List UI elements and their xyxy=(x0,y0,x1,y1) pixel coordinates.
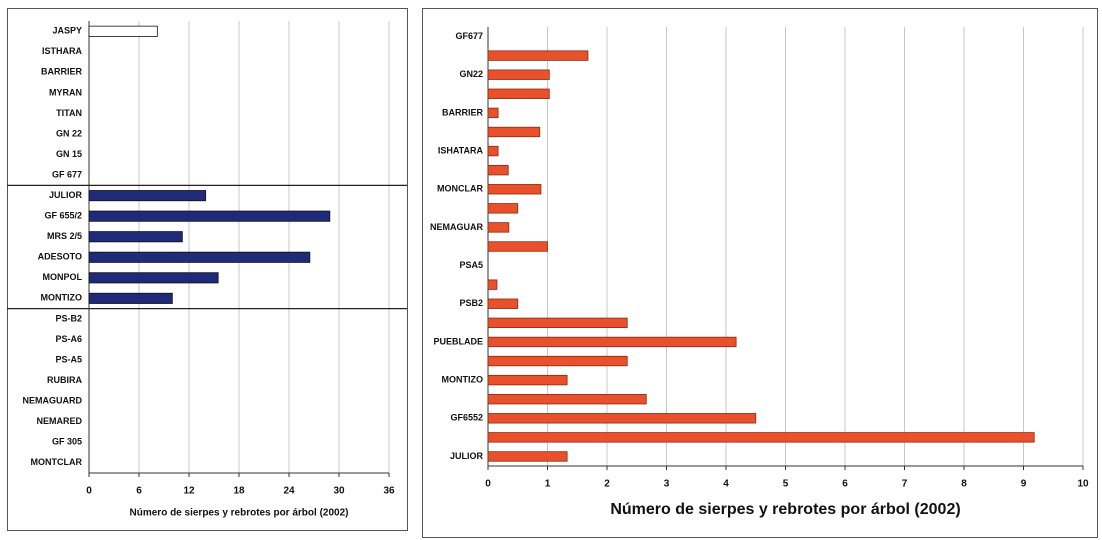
y-tick-label: MRS 2/5 xyxy=(47,231,82,241)
x-tick-label: 2 xyxy=(604,479,610,490)
x-tick-label: 3 xyxy=(664,479,670,490)
y-tick-label: PUEBLADE xyxy=(433,336,483,346)
y-tick-label: JULIOR xyxy=(49,190,83,200)
x-axis-title: Número de sierpes y rebrotes por árbol (… xyxy=(610,501,960,518)
y-tick-label: GF 305 xyxy=(52,437,82,447)
bar xyxy=(487,451,568,462)
right-panel xyxy=(422,8,1098,538)
y-tick-label: MONPOL xyxy=(43,272,83,282)
y-tick-label: TITAN xyxy=(56,108,82,118)
y-tick-label: BARRIER xyxy=(442,107,484,117)
x-tick-label: 4 xyxy=(723,479,729,490)
x-tick-label: 0 xyxy=(86,486,92,497)
y-tick-label: NEMAGUARD xyxy=(23,395,83,405)
x-tick-label: 9 xyxy=(1021,479,1027,490)
y-tick-label: GF 677 xyxy=(52,169,82,179)
bar xyxy=(487,298,519,309)
y-tick-label: JASPY xyxy=(52,26,82,36)
y-tick-label: PSA5 xyxy=(459,260,483,270)
y-tick-label: ISHATARA xyxy=(438,145,484,155)
x-tick-label: 8 xyxy=(961,479,967,490)
y-tick-label: GF6552 xyxy=(450,413,483,423)
y-tick-label: GF677 xyxy=(455,31,483,41)
bar xyxy=(487,184,542,195)
bar xyxy=(487,164,509,176)
y-tick-label: JULIOR xyxy=(450,451,484,461)
bar xyxy=(487,222,510,233)
y-tick-label: MONCLAR xyxy=(437,184,483,194)
y-tick-label: PSB2 xyxy=(459,298,483,308)
x-tick-label: 36 xyxy=(383,486,395,497)
y-tick-label: PS-A5 xyxy=(55,354,82,364)
bar xyxy=(487,241,548,252)
bar xyxy=(487,203,519,214)
bar xyxy=(487,413,757,424)
bar xyxy=(487,336,737,348)
y-tick-label: NEMARED xyxy=(36,416,82,426)
bar xyxy=(487,394,647,405)
bar xyxy=(487,432,1035,443)
x-tick-label: 5 xyxy=(783,479,789,490)
left-panel xyxy=(7,8,408,531)
bar xyxy=(88,190,207,202)
bar xyxy=(487,355,628,367)
bar xyxy=(88,210,331,222)
bar xyxy=(487,126,541,138)
x-axis-title: Número de sierpes y rebrotes por árbol (… xyxy=(130,508,349,519)
x-tick-label: 10 xyxy=(1077,479,1089,490)
bar xyxy=(88,272,219,284)
y-tick-label: BARRIER xyxy=(41,67,83,77)
y-tick-label: MONTIZO xyxy=(41,293,83,303)
y-tick-label: ISTHARA xyxy=(42,46,82,56)
x-tick-label: 7 xyxy=(902,479,908,490)
bar xyxy=(487,145,499,157)
x-tick-label: 18 xyxy=(233,486,245,497)
bar xyxy=(487,107,499,119)
y-tick-label: GN 15 xyxy=(56,149,82,159)
bar xyxy=(88,231,183,243)
x-tick-label: 6 xyxy=(842,479,848,490)
y-tick-label: NEMAGUAR xyxy=(430,222,483,232)
x-tick-label: 24 xyxy=(283,486,295,497)
bar xyxy=(487,317,628,329)
x-tick-label: 1 xyxy=(545,479,551,490)
x-tick-label: 12 xyxy=(183,486,195,497)
y-tick-label: PS-A6 xyxy=(55,334,82,344)
y-tick-label: GN 22 xyxy=(56,128,82,138)
bar xyxy=(487,374,568,386)
bar xyxy=(88,25,158,37)
x-tick-label: 0 xyxy=(485,479,491,490)
y-tick-label: GF 655/2 xyxy=(44,211,82,221)
y-tick-label: RUBIRA xyxy=(47,375,82,385)
y-tick-label: GN22 xyxy=(459,69,483,79)
bar xyxy=(487,279,498,290)
x-tick-label: 30 xyxy=(333,486,345,497)
bar xyxy=(487,69,550,80)
x-tick-label: 6 xyxy=(136,486,142,497)
bar xyxy=(88,292,173,304)
bar xyxy=(487,88,550,99)
y-tick-label: MONTCLAR xyxy=(31,457,83,467)
y-tick-label: ADESOTO xyxy=(38,252,82,262)
y-tick-label: MYRAN xyxy=(49,87,82,97)
bar xyxy=(88,251,311,263)
y-tick-label: PS-B2 xyxy=(55,313,82,323)
bar xyxy=(487,50,589,61)
y-tick-label: MONTIZO xyxy=(442,374,484,384)
